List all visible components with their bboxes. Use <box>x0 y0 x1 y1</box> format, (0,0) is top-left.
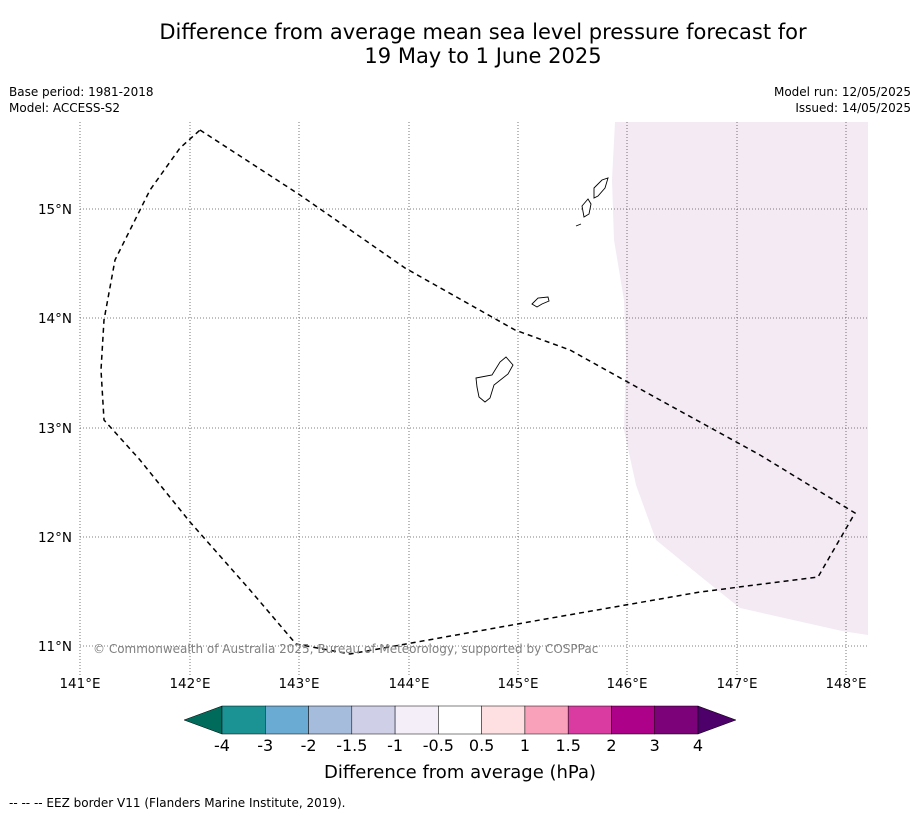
colorbar-tick-label: -4 <box>214 736 230 755</box>
colorbar-tick-label: 2 <box>606 736 616 755</box>
pressure-anomaly-shading <box>612 122 868 635</box>
lat-tick-label: 13°N <box>38 421 72 437</box>
colorbar-tick-label: 3 <box>650 736 660 755</box>
lat-tick-label: 14°N <box>38 311 72 327</box>
island-saipan <box>593 177 609 199</box>
lon-tick-label: 148°E <box>825 676 866 692</box>
colorbar-cell <box>524 705 569 735</box>
lat-tick-label: 12°N <box>38 530 72 546</box>
colorbar-label: Difference from average (hPa) <box>324 762 596 783</box>
title-line-1: Difference from average mean sea level p… <box>159 20 807 44</box>
colorbar-tick-label: 0.5 <box>469 736 494 755</box>
colorbar-tick-label: -1 <box>387 736 403 755</box>
colorbar-tick-label: -1.5 <box>336 736 367 755</box>
map-figure: © Commonwealth of Australia 2025, Bureau… <box>38 122 868 783</box>
map-title: Difference from average mean sea level p… <box>80 20 886 68</box>
colorbar-high-extend <box>697 705 737 735</box>
colorbar-low-extend <box>183 705 223 735</box>
colorbar-tick-label: -0.5 <box>423 736 454 755</box>
graticule <box>79 122 868 676</box>
lon-tick-label: 147°E <box>716 676 757 692</box>
colorbar-cell <box>221 705 266 735</box>
base-period: Base period: 1981-2018 <box>9 85 154 99</box>
model-name: Model: ACCESS-S2 <box>9 101 121 115</box>
colorbar-cell <box>351 705 396 735</box>
lat-tick-label: 15°N <box>38 202 72 218</box>
issued-date: Issued: 14/05/2025 <box>795 101 911 115</box>
lon-tick-label: 146°E <box>606 676 647 692</box>
lat-tick-labels: 15°N 14°N 13°N 12°N 11°N <box>38 202 72 655</box>
lon-tick-label: 144°E <box>388 676 429 692</box>
meta-left: Base period: 1981-2018 Model: ACCESS-S2 <box>9 84 154 116</box>
colorbar-cell <box>265 705 309 735</box>
island-aguijan <box>575 223 582 227</box>
colorbar-cell <box>438 705 482 735</box>
colorbar-cell <box>394 705 439 735</box>
lon-tick-label: 145°E <box>497 676 538 692</box>
title-line-2: 19 May to 1 June 2025 <box>364 44 602 68</box>
colorbar-tick-label: -2 <box>301 736 317 755</box>
lon-tick-label: 142°E <box>169 676 210 692</box>
islands <box>475 177 609 403</box>
lon-tick-label: 141°E <box>59 676 100 692</box>
island-tinian <box>581 198 592 218</box>
island-rota <box>531 296 550 308</box>
map-panel: © Commonwealth of Australia 2025, Bureau… <box>79 122 868 676</box>
colorbar-cell <box>654 705 699 735</box>
colorbar-cells <box>221 705 699 735</box>
lon-tick-labels: 141°E 142°E 143°E 144°E 145°E 146°E 147°… <box>59 676 866 692</box>
colorbar-cell <box>308 705 353 735</box>
meta-right: Model run: 12/05/2025 Issued: 14/05/2025 <box>774 84 911 116</box>
colorbar-tick-label: 4 <box>693 736 703 755</box>
lon-tick-label: 143°E <box>278 676 319 692</box>
colorbar-cell <box>481 705 526 735</box>
copyright-notice: © Commonwealth of Australia 2025, Bureau… <box>93 642 598 656</box>
colorbar-tick-label: -3 <box>257 736 273 755</box>
eez-border <box>100 129 857 655</box>
colorbar-tick-label: 1.5 <box>555 736 580 755</box>
lat-tick-label: 11°N <box>38 639 72 655</box>
model-run: Model run: 12/05/2025 <box>773 85 911 99</box>
colorbar-tick-label: 1 <box>520 736 530 755</box>
colorbar-cell <box>567 705 612 735</box>
colorbar-tick-labels: -4 -3 -2 -1.5 -1 -0.5 0.5 1 1.5 2 3 4 <box>214 736 703 755</box>
island-guam <box>475 356 514 403</box>
eez-footnote: -- -- -- EEZ border V11 (Flanders Marine… <box>9 796 346 810</box>
colorbar: -4 -3 -2 -1.5 -1 -0.5 0.5 1 1.5 2 3 4 Difference fr… <box>183 705 737 783</box>
colorbar-cell <box>611 705 655 735</box>
